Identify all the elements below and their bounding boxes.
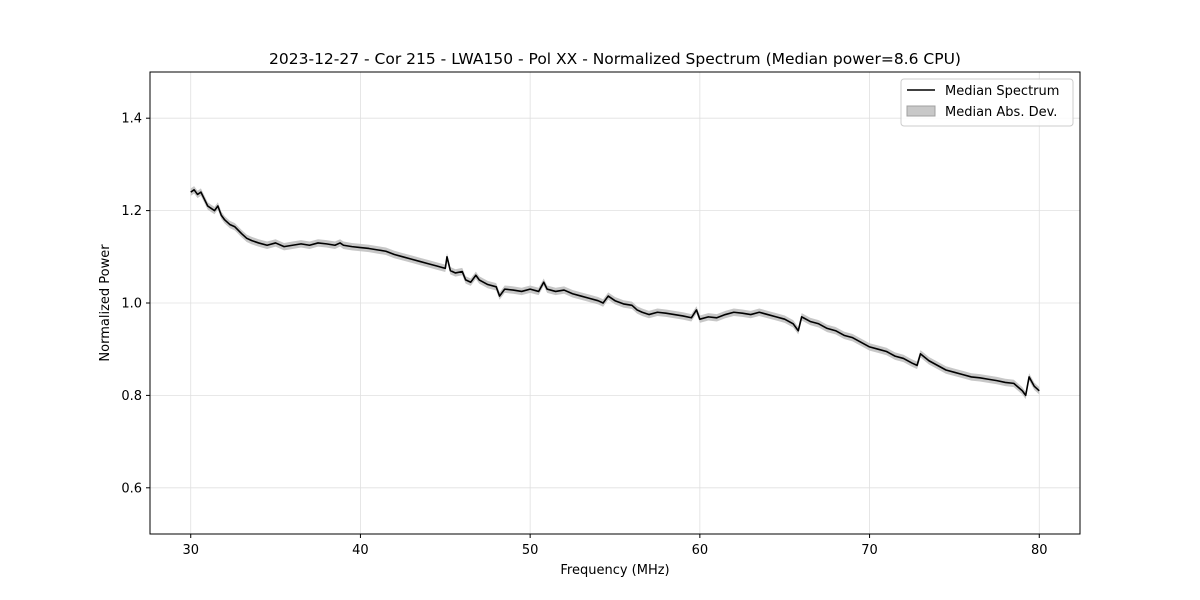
legend-label-median-abs-dev: Median Abs. Dev. — [945, 105, 1057, 120]
y-axis-label: Normalized Power — [98, 244, 113, 362]
legend-band-swatch — [906, 105, 936, 117]
median-spectrum-line — [190, 189, 1040, 397]
y-tick-label: 0.8 — [121, 389, 142, 404]
mad-band — [190, 186, 1040, 400]
y-tick-label: 1.2 — [121, 204, 142, 219]
y-tick-label: 1.0 — [121, 297, 142, 312]
legend-box — [900, 78, 1074, 127]
mad-band-layer — [190, 186, 1040, 400]
y-axis-ticks: 0.6 0.8 1.0 1.2 1.4 — [121, 112, 150, 496]
y-tick-label: 1.4 — [121, 112, 142, 127]
x-tick-label: 70 — [861, 543, 878, 558]
x-tick-label: 40 — [352, 543, 369, 558]
x-axis-label: Frequency (MHz) — [560, 563, 669, 578]
legend-label-median-spectrum: Median Spectrum — [945, 84, 1059, 99]
x-tick-label: 80 — [1031, 543, 1048, 558]
x-axis-ticks: 30 40 50 60 70 80 — [182, 534, 1048, 558]
chart-title: 2023-12-27 - Cor 215 - LWA150 - Pol XX -… — [269, 50, 961, 68]
median-line-layer — [190, 189, 1040, 397]
x-tick-label: 50 — [522, 543, 539, 558]
y-tick-label: 0.6 — [121, 481, 142, 496]
x-tick-label: 60 — [692, 543, 709, 558]
x-tick-label: 30 — [182, 543, 199, 558]
legend: Median Spectrum Median Abs. Dev. — [900, 78, 1074, 127]
